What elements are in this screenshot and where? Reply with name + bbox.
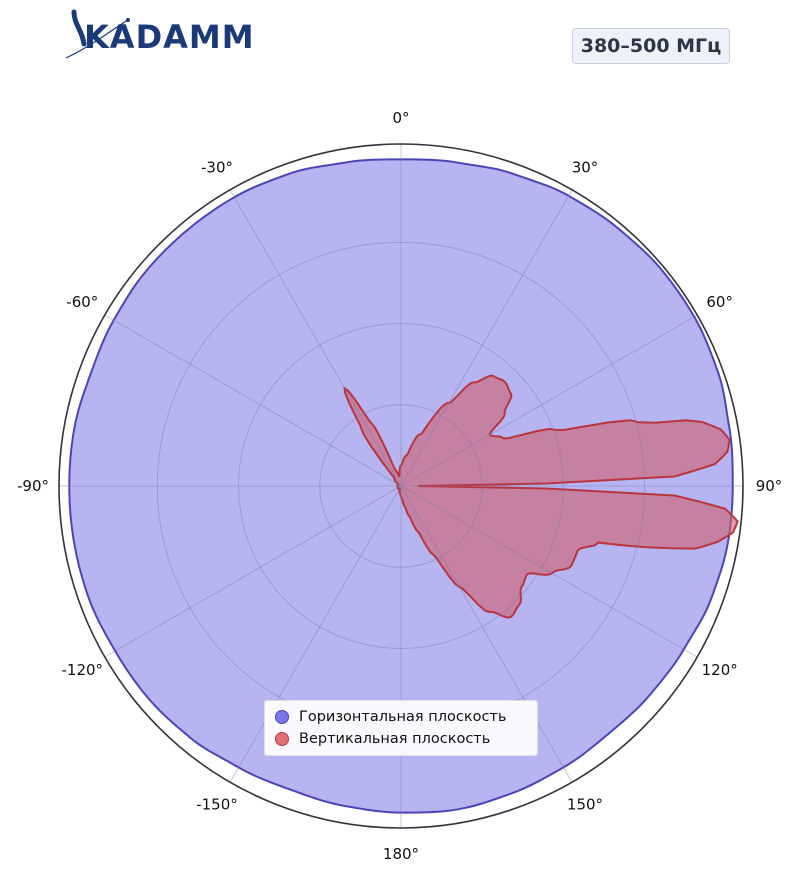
angle-tick-label: 150°	[567, 796, 603, 814]
angle-tick-label: -150°	[196, 796, 238, 814]
logo-mark-icon	[65, 9, 130, 59]
grid-ring-2	[238, 323, 564, 649]
angle-tick-label: 30°	[572, 158, 599, 176]
angle-tick-label: 90°	[756, 477, 783, 495]
grid-spoke-30	[400, 189, 573, 487]
angle-tick-label: 180°	[383, 845, 419, 863]
angle-tick-label: -120°	[62, 661, 104, 679]
legend-item-horizontal: Горизонтальная плоскость	[275, 706, 527, 728]
grid-spoke-330	[229, 189, 402, 487]
grid-spoke-300	[104, 314, 402, 487]
grid-spoke-240	[104, 485, 402, 658]
grid-spoke-150	[400, 485, 573, 783]
angle-tick-label: -90°	[17, 477, 49, 495]
legend-item-vertical: Вертикальная плоскость	[275, 728, 527, 750]
kadamm-logo: KADAMM	[62, 6, 262, 62]
frequency-badge: 380–500 МГц	[572, 28, 730, 64]
legend-label-horizontal: Горизонтальная плоскость	[299, 709, 507, 725]
logo-text: KADAMM	[84, 18, 255, 56]
legend-marker-horizontal-icon	[275, 710, 289, 724]
grid-spoke-120	[400, 485, 698, 658]
legend-marker-vertical-icon	[275, 732, 289, 746]
polar-frame	[58, 143, 744, 829]
angle-tick-label: 0°	[392, 109, 409, 127]
chart-legend: Горизонтальная плоскость Вертикальная пл…	[264, 700, 538, 756]
angle-tick-label: -30°	[201, 158, 233, 176]
angle-tick-label: 120°	[702, 661, 738, 679]
legend-label-vertical: Вертикальная плоскость	[299, 731, 491, 747]
grid-spoke-60	[400, 314, 698, 487]
grid-spoke-210	[229, 485, 402, 783]
series-area-vertical	[343, 374, 739, 619]
angle-tick-label: -60°	[66, 293, 98, 311]
grid-ring-1	[319, 404, 483, 568]
angle-tick-label: 60°	[706, 293, 733, 311]
